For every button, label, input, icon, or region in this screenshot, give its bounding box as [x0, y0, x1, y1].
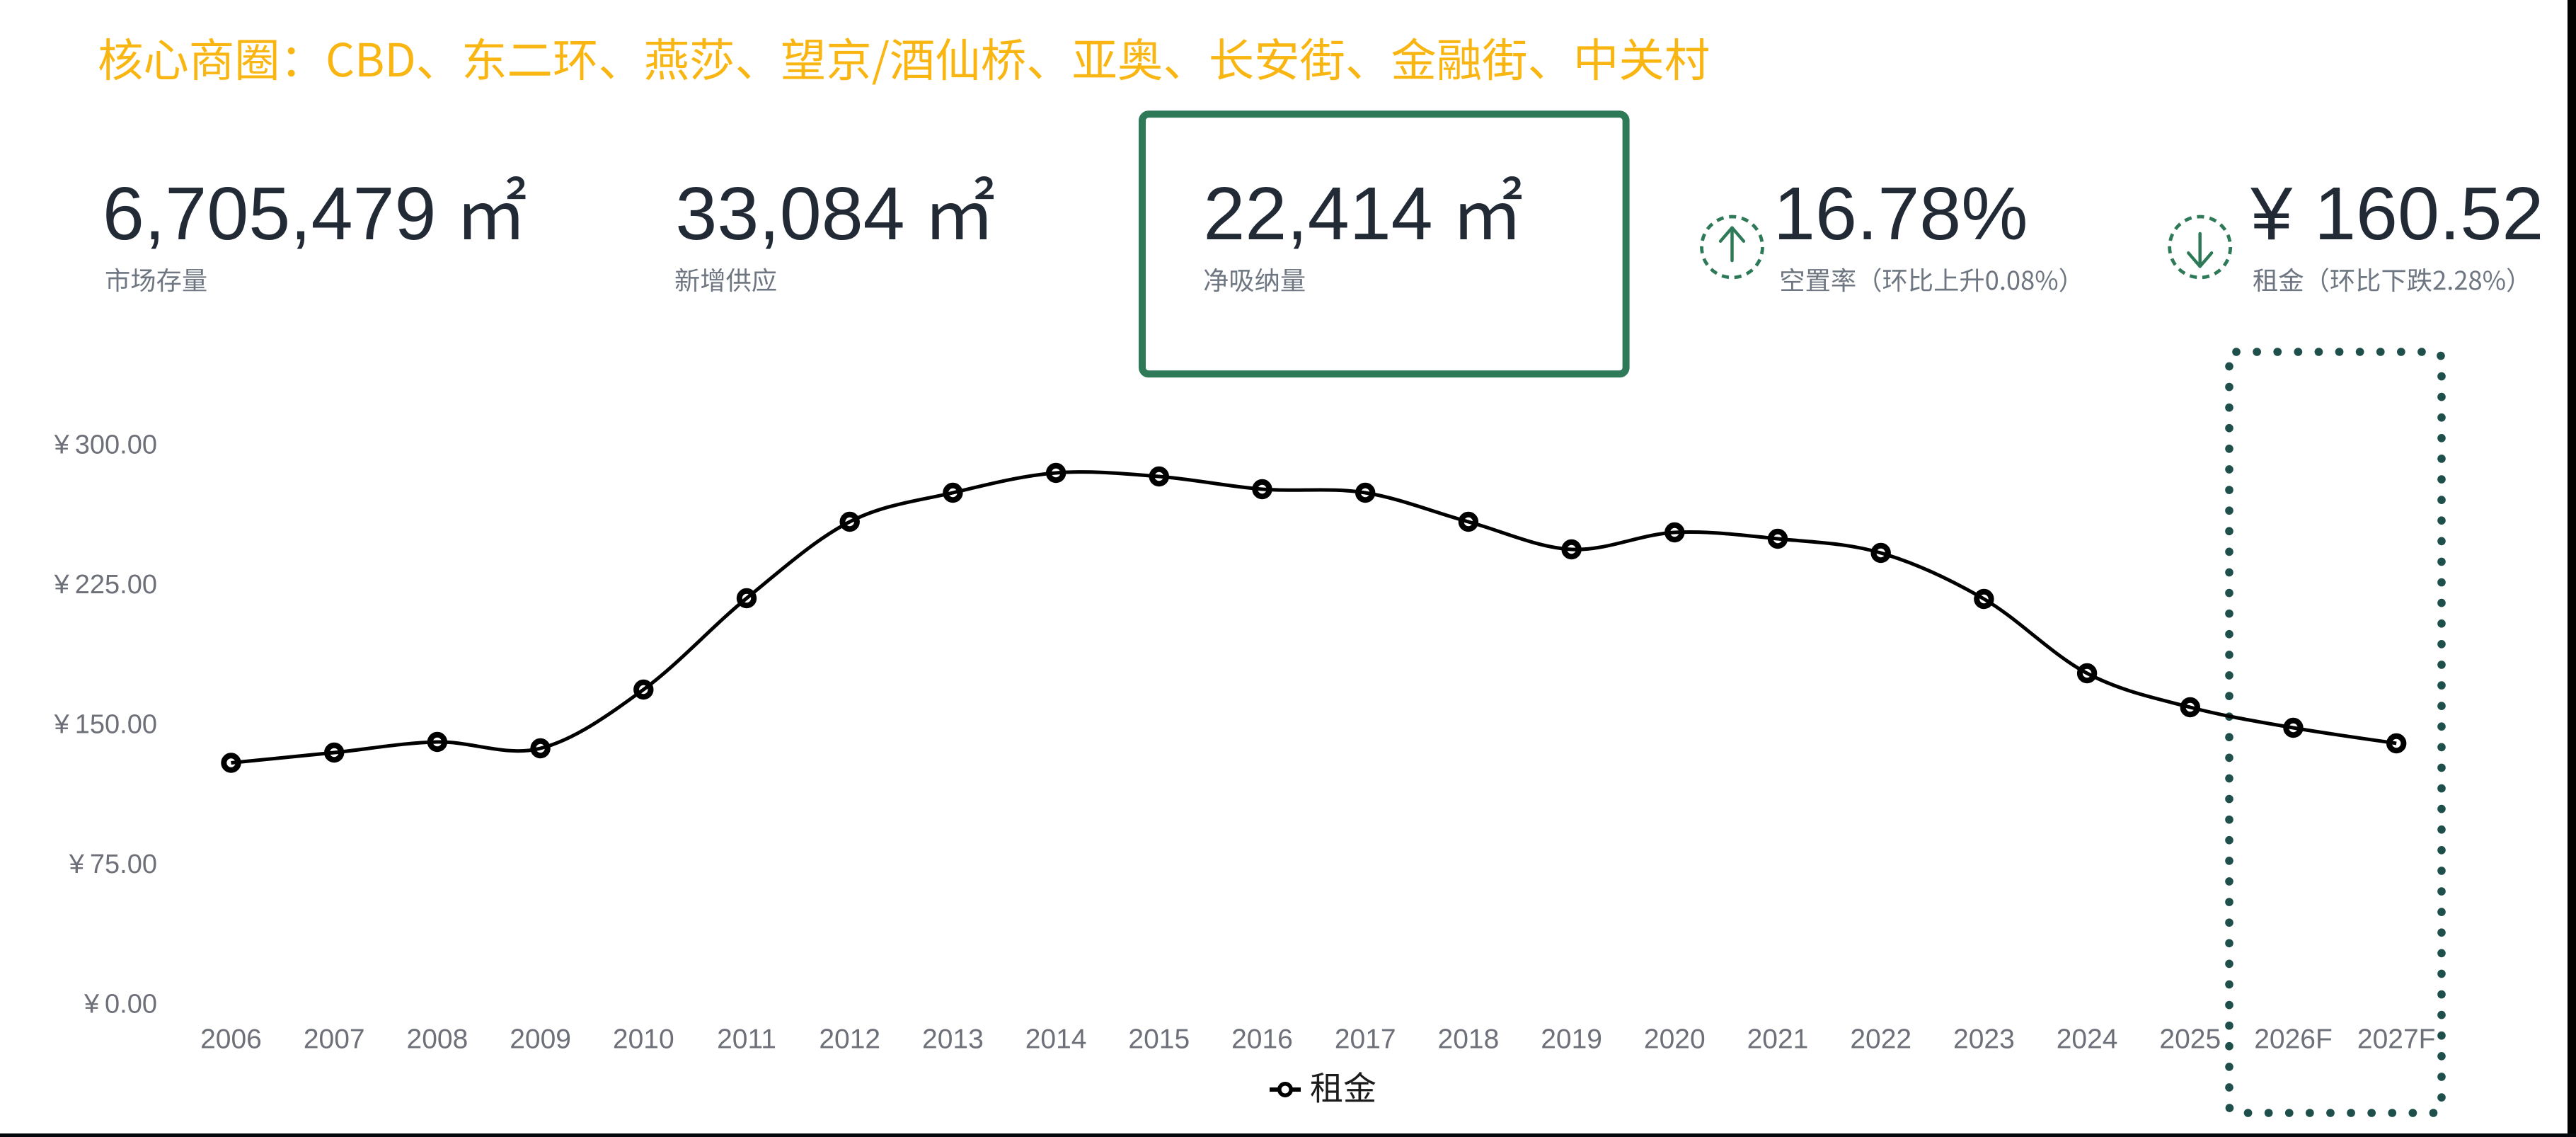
svg-text:¥: ¥ — [69, 850, 85, 879]
svg-text:2027F: 2027F — [2357, 1024, 2436, 1055]
svg-text:2009: 2009 — [510, 1024, 571, 1055]
svg-text:¥: ¥ — [54, 710, 70, 740]
svg-text:2008: 2008 — [407, 1024, 468, 1055]
svg-text:2022: 2022 — [1850, 1024, 1911, 1055]
svg-text:33,084: 33,084 — [675, 172, 904, 256]
svg-text:0.00: 0.00 — [105, 990, 157, 1019]
svg-text:2012: 2012 — [819, 1024, 880, 1055]
svg-text:¥: ¥ — [84, 990, 100, 1019]
svg-text:2024: 2024 — [2057, 1024, 2118, 1055]
svg-text:2023: 2023 — [1953, 1024, 2015, 1055]
svg-text:6,705,479: 6,705,479 — [103, 172, 437, 256]
svg-text:2013: 2013 — [922, 1024, 984, 1055]
svg-text:2010: 2010 — [613, 1024, 674, 1055]
svg-text:16.78%: 16.78% — [1773, 172, 2028, 256]
svg-text:300.00: 300.00 — [75, 430, 157, 460]
svg-text:2020: 2020 — [1644, 1024, 1706, 1055]
svg-text:150.00: 150.00 — [75, 710, 157, 740]
svg-text:2007: 2007 — [304, 1024, 365, 1055]
svg-text:225.00: 225.00 — [75, 570, 157, 600]
svg-text:22,414: 22,414 — [1203, 172, 1432, 256]
svg-text:2011: 2011 — [717, 1024, 776, 1055]
svg-text:75.00: 75.00 — [90, 850, 157, 879]
svg-text:2018: 2018 — [1438, 1024, 1500, 1055]
svg-text:2016: 2016 — [1231, 1024, 1293, 1055]
svg-text:2026F: 2026F — [2254, 1024, 2333, 1055]
svg-text:2021: 2021 — [1747, 1024, 1809, 1055]
svg-text:2019: 2019 — [1541, 1024, 1602, 1055]
svg-text:2006: 2006 — [200, 1024, 262, 1055]
svg-text:2017: 2017 — [1335, 1024, 1396, 1055]
svg-text:¥: ¥ — [2250, 172, 2293, 256]
svg-text:2014: 2014 — [1025, 1024, 1087, 1055]
svg-text:160.52: 160.52 — [2314, 172, 2543, 256]
svg-text:2025: 2025 — [2159, 1024, 2221, 1055]
svg-text:2015: 2015 — [1128, 1024, 1190, 1055]
svg-text:¥: ¥ — [54, 570, 70, 600]
svg-text:¥: ¥ — [54, 430, 70, 460]
